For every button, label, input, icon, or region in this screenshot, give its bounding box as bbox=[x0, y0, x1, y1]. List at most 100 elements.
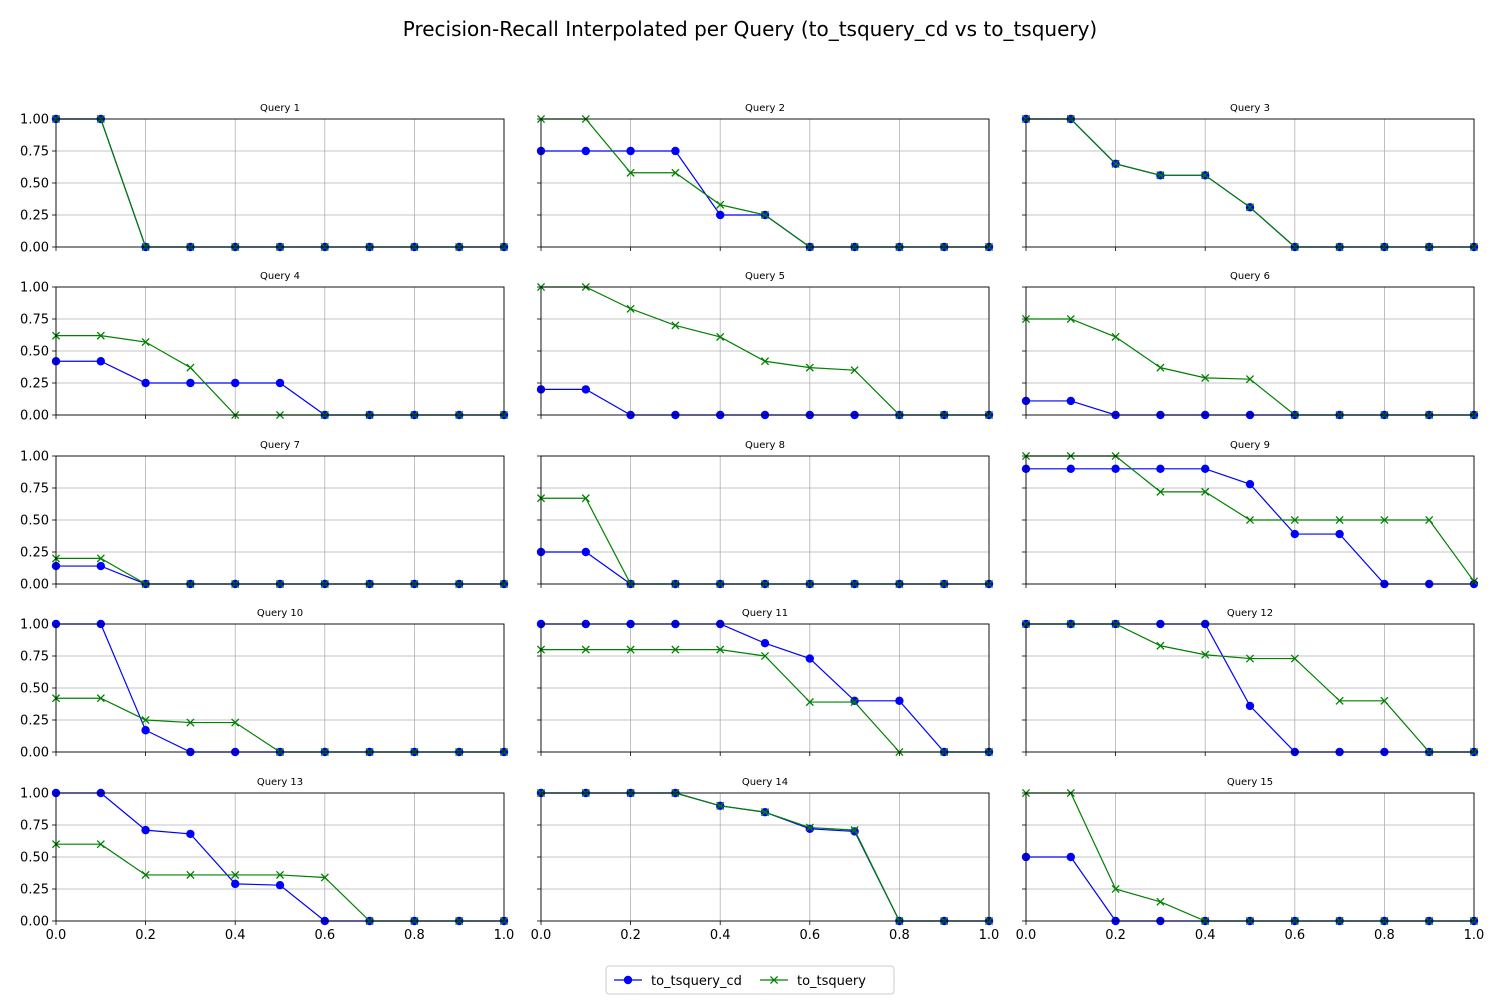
legend-label: to_tsquery bbox=[797, 974, 866, 989]
axes-frame bbox=[55, 118, 505, 248]
y-tick-label: 0.75 bbox=[20, 313, 49, 328]
data-point bbox=[716, 645, 725, 654]
series-line bbox=[56, 335, 504, 416]
data-point bbox=[581, 146, 590, 156]
y-tick-label: 0.75 bbox=[20, 650, 49, 665]
y-tick-label: 0.25 bbox=[20, 546, 49, 561]
series-line bbox=[541, 551, 989, 585]
subplot-title: Query 1 bbox=[260, 103, 300, 114]
y-tick-label: 1.00 bbox=[20, 450, 49, 465]
data-point bbox=[1335, 529, 1344, 539]
subplot-title: Query 10 bbox=[257, 608, 303, 619]
grid-lines bbox=[1025, 623, 1475, 753]
series-layer bbox=[51, 554, 509, 589]
data-point bbox=[141, 825, 150, 835]
x-tick-label: 0.6 bbox=[1284, 928, 1305, 943]
axes-frame bbox=[1025, 792, 1475, 922]
series-line bbox=[541, 497, 989, 585]
data-point bbox=[1066, 464, 1076, 473]
subplot-query-6: Query 6 bbox=[1021, 271, 1479, 420]
y-tick-label: 0.50 bbox=[20, 851, 49, 866]
data-point bbox=[1156, 171, 1165, 180]
subplot-title: Query 12 bbox=[1227, 608, 1273, 619]
data-point bbox=[716, 801, 725, 810]
y-tick-label: 0.00 bbox=[20, 578, 49, 593]
data-point bbox=[1066, 396, 1076, 406]
series-line bbox=[1026, 318, 1474, 416]
data-point bbox=[626, 168, 635, 177]
data-point bbox=[760, 639, 770, 648]
y-tick-label: 0.00 bbox=[20, 241, 49, 256]
data-point bbox=[1201, 171, 1210, 180]
data-point bbox=[671, 321, 680, 330]
data-point bbox=[231, 870, 240, 879]
series-to-tsquery bbox=[536, 645, 994, 757]
data-point bbox=[320, 873, 329, 882]
data-point bbox=[1066, 852, 1076, 862]
series-to-tsquery bbox=[1021, 451, 1479, 586]
legend-label: to_tsquery_cd bbox=[651, 974, 742, 989]
grid-lines bbox=[55, 455, 505, 585]
subplot-query-7: Query 7 0.00 0.25 0.50 0.75 1.00 bbox=[20, 440, 509, 593]
subplot-title: Query 6 bbox=[1230, 271, 1270, 282]
data-point bbox=[1156, 897, 1165, 906]
data-point bbox=[716, 200, 725, 209]
subplot-query-3: Query 3 bbox=[1021, 103, 1479, 252]
data-point bbox=[275, 880, 285, 890]
y-tick-label: 0.50 bbox=[20, 345, 49, 360]
series-to-tsquery bbox=[51, 331, 509, 420]
data-point bbox=[805, 654, 814, 663]
subplot-query-1: Query 1 0.00 0.25 0.50 0.75 1.00 bbox=[20, 103, 509, 256]
subplot-grid: Query 1 0.00 0.25 0.50 0.75 1.00 Query 2 Query … bbox=[20, 103, 1484, 943]
series-layer bbox=[51, 331, 509, 420]
subplot-query-11: Query 11 bbox=[536, 608, 994, 757]
grid-lines bbox=[540, 286, 990, 416]
data-point bbox=[850, 696, 859, 705]
series-layer bbox=[1021, 314, 1479, 420]
data-point bbox=[1156, 641, 1165, 650]
subplot-title: Query 7 bbox=[260, 440, 300, 451]
data-point bbox=[1245, 375, 1255, 384]
subplot-title: Query 5 bbox=[745, 271, 785, 282]
legend-box bbox=[605, 965, 895, 995]
data-point bbox=[1245, 479, 1255, 489]
data-point bbox=[1201, 650, 1210, 659]
axes-frame bbox=[55, 623, 505, 753]
subplot-query-4: Query 4 0.00 0.25 0.50 0.75 1.00 bbox=[20, 271, 509, 424]
data-point bbox=[1245, 515, 1255, 525]
subplot-query-8: Query 8 bbox=[536, 440, 994, 589]
data-point bbox=[805, 698, 814, 707]
grid-lines bbox=[1025, 286, 1475, 416]
x-tick-label: 0.4 bbox=[1195, 928, 1216, 943]
series-line bbox=[1026, 455, 1475, 582]
axes-frame bbox=[540, 792, 990, 922]
data-point bbox=[805, 363, 814, 372]
data-point bbox=[1111, 159, 1120, 168]
x-tick-label: 0.8 bbox=[404, 928, 425, 943]
data-point bbox=[581, 494, 590, 503]
data-point bbox=[96, 554, 105, 563]
x-tick-label: 0.0 bbox=[46, 928, 67, 943]
axes-frame bbox=[1025, 286, 1475, 416]
data-point bbox=[231, 718, 240, 727]
subplot-title: Query 13 bbox=[257, 777, 303, 788]
data-point bbox=[1245, 701, 1255, 711]
chart-title: Precision-Recall Interpolated per Query … bbox=[403, 17, 1098, 41]
series-to-tsquery-cd bbox=[536, 146, 994, 252]
subplot-query-15: Query 15 0.0 0.2 0.4 0.6 0.8 1.0 bbox=[1016, 777, 1485, 943]
data-point bbox=[1290, 529, 1300, 539]
data-point bbox=[275, 378, 285, 388]
data-point bbox=[581, 385, 590, 394]
data-point bbox=[1335, 515, 1344, 525]
series-to-tsquery bbox=[1021, 314, 1479, 420]
data-point bbox=[716, 332, 725, 341]
series-line bbox=[56, 360, 504, 416]
data-point bbox=[186, 363, 195, 372]
legend-entry-to-tsquery: to_tsquery bbox=[760, 974, 866, 989]
y-tick-label: 1.00 bbox=[20, 281, 49, 296]
series-to-tsquery-cd bbox=[536, 385, 994, 420]
data-point bbox=[1380, 696, 1389, 705]
data-point bbox=[760, 651, 770, 661]
y-tick-label: 1.00 bbox=[20, 787, 49, 802]
data-point bbox=[96, 694, 105, 703]
